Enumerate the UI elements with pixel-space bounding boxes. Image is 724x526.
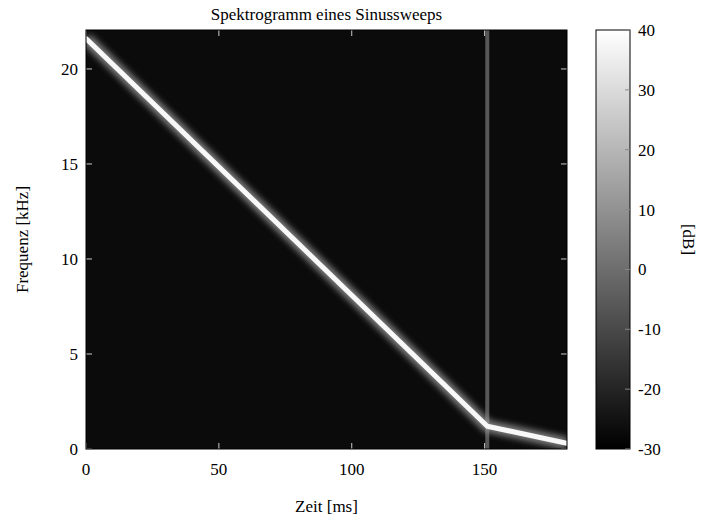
colorbar-tick	[625, 149, 630, 150]
y-tick-label: 5	[70, 345, 79, 364]
x-axis-title: Zeit [ms]	[295, 497, 358, 516]
colorbar-title: [dB]	[679, 224, 698, 255]
y-tick	[86, 353, 92, 354]
y-tick	[86, 163, 92, 164]
impulse	[485, 30, 489, 449]
title: Spektrogramm eines Sinussweeps	[211, 5, 442, 24]
x-tick	[484, 30, 485, 36]
plot-area	[86, 30, 567, 449]
plot-frame	[86, 30, 567, 449]
colorbar-tick	[625, 389, 630, 390]
colorbar-tick-label: -10	[638, 320, 661, 339]
colorbar-tick-label: 0	[638, 260, 647, 279]
colorbar-tick-label: 10	[638, 201, 655, 220]
y-tick	[86, 68, 92, 69]
colorbar-tick-label: -20	[638, 380, 661, 399]
sweep-glow	[86, 39, 567, 444]
y-tick	[561, 163, 567, 164]
y-tick	[561, 353, 567, 354]
x-tick	[351, 443, 352, 449]
y-tick	[561, 258, 567, 259]
y-tick	[561, 68, 567, 69]
colorbar-tick	[625, 449, 630, 450]
x-tick	[218, 443, 219, 449]
colorbar-tick	[625, 209, 630, 210]
background	[86, 30, 567, 449]
colorbar-tick	[625, 329, 630, 330]
x-tick	[218, 30, 219, 36]
x-tick-label: 150	[472, 460, 498, 479]
y-tick	[86, 258, 92, 259]
colorbar-scale	[596, 30, 630, 449]
y-tick-label: 20	[61, 60, 78, 79]
colorbar-tick-label: -30	[638, 440, 661, 459]
sweep	[86, 39, 567, 444]
x-tick-label: 0	[82, 460, 91, 479]
y-tick-label: 15	[61, 155, 78, 174]
colorbar-tick-label: 40	[638, 21, 655, 40]
y-axis-title: Frequenz [kHz]	[13, 186, 32, 293]
chart: Spektrogramm eines Sinussweeps0501001500…	[0, 0, 724, 526]
colorbar-tick	[625, 269, 630, 270]
y-tick-label: 0	[70, 440, 79, 459]
colorbar-tick	[625, 30, 630, 31]
colorbar-tick-label: 20	[638, 141, 655, 160]
y-tick-label: 10	[61, 250, 78, 269]
colorbar-tick-label: 30	[638, 81, 655, 100]
axes: 0 50 100 150 0 5 10 15 20	[61, 30, 567, 479]
x-tick	[484, 443, 485, 449]
colorbar-tick	[625, 89, 630, 90]
x-tick	[351, 30, 352, 36]
x-tick-label: 50	[210, 460, 227, 479]
colorbar: -30 -20 -10 0 10 20 30 40 [dB]	[596, 21, 698, 459]
x-tick-label: 100	[339, 460, 365, 479]
